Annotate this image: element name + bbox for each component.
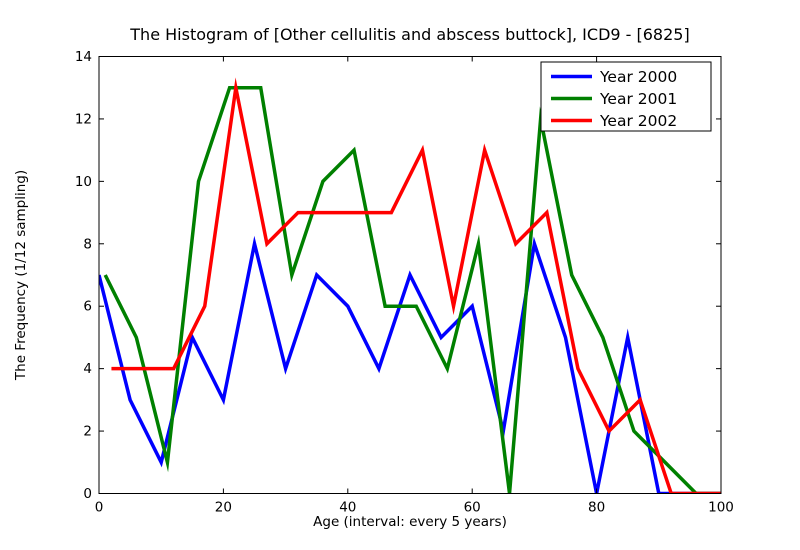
x-tick-label: 60	[464, 500, 481, 516]
y-axis-label: The Frequency (1/12 sampling)	[13, 170, 29, 381]
x-axis-label: Age (interval: every 5 years)	[313, 514, 507, 530]
y-tick-label: 8	[83, 236, 92, 252]
x-tick-label: 80	[588, 500, 605, 516]
y-tick-label: 2	[83, 424, 92, 440]
y-tick-label: 14	[75, 49, 92, 65]
chart-title: The Histogram of [Other cellulitis and a…	[129, 25, 689, 44]
axes-group: 0 20 40 60 80 100 0 2 4 6 8 10 12 14	[75, 49, 734, 516]
y-tick-label: 6	[83, 299, 92, 315]
legend-label-year-2002: Year 2002	[599, 112, 677, 130]
x-tick-label: 40	[339, 500, 356, 516]
series-line-year-2001	[103, 85, 721, 494]
x-tick-label: 0	[95, 500, 104, 516]
y-tick-label: 0	[83, 486, 92, 502]
y-tick-label: 10	[75, 174, 92, 190]
x-tick-label: 100	[708, 500, 734, 516]
y-tick-label: 12	[75, 111, 92, 127]
plot-border	[98, 56, 722, 494]
legend: Year 2000 Year 2001 Year 2002	[540, 61, 712, 132]
legend-label-year-2000: Year 2000	[599, 68, 677, 86]
series-group	[99, 77, 721, 494]
series-line-year-2000	[99, 235, 721, 494]
x-tick-label: 20	[215, 500, 232, 516]
legend-label-year-2001: Year 2001	[599, 90, 677, 108]
y-tick-label: 4	[83, 361, 92, 377]
series-line-year-2002	[111, 77, 721, 494]
